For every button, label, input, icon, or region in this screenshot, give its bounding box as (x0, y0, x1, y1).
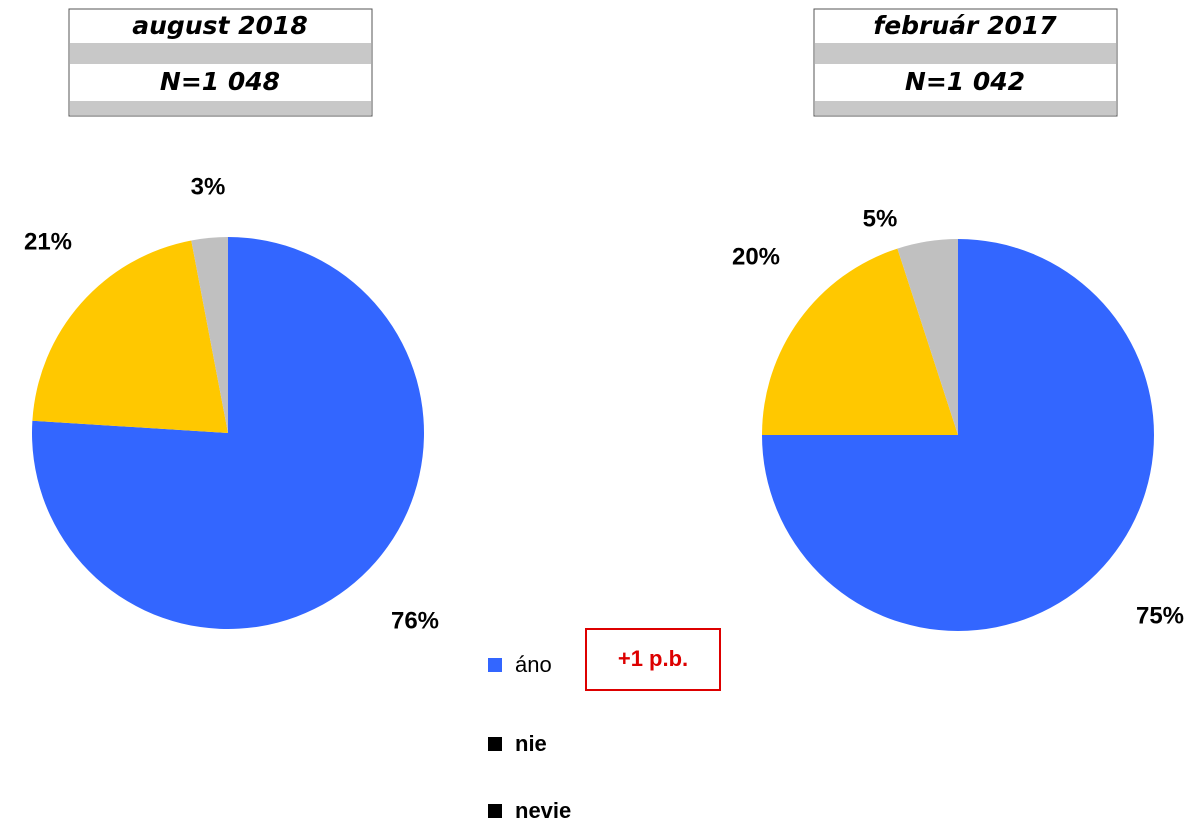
value-label: 21% (24, 228, 72, 255)
legend-swatch (488, 658, 502, 672)
value-label: 75% (1136, 602, 1184, 629)
pie-slice (191, 237, 228, 433)
header-subtitle: N=1 042 (905, 67, 1025, 96)
annotation: +1 p.b. (618, 646, 688, 671)
value-label: 20% (732, 243, 780, 270)
header-title: február 2017 (873, 11, 1057, 40)
pie-slice (32, 240, 228, 433)
legend-label: nevie (515, 798, 571, 823)
annotation-box (585, 628, 721, 691)
header-band (815, 43, 1116, 64)
value-label: 5% (863, 205, 898, 232)
legend-swatch (488, 804, 502, 818)
header-band (70, 43, 371, 64)
legend-label: áno (515, 652, 552, 677)
legend-label: nie (515, 731, 547, 756)
value-label: 3% (191, 173, 226, 200)
pie-slice (897, 239, 958, 435)
header-title: august 2018 (132, 11, 307, 40)
legend-swatch (488, 737, 502, 751)
header-band (70, 101, 371, 115)
header-band (815, 101, 1116, 115)
header-subtitle: N=1 048 (160, 67, 280, 96)
value-label: 76% (391, 607, 439, 634)
pie-slice (762, 248, 958, 435)
